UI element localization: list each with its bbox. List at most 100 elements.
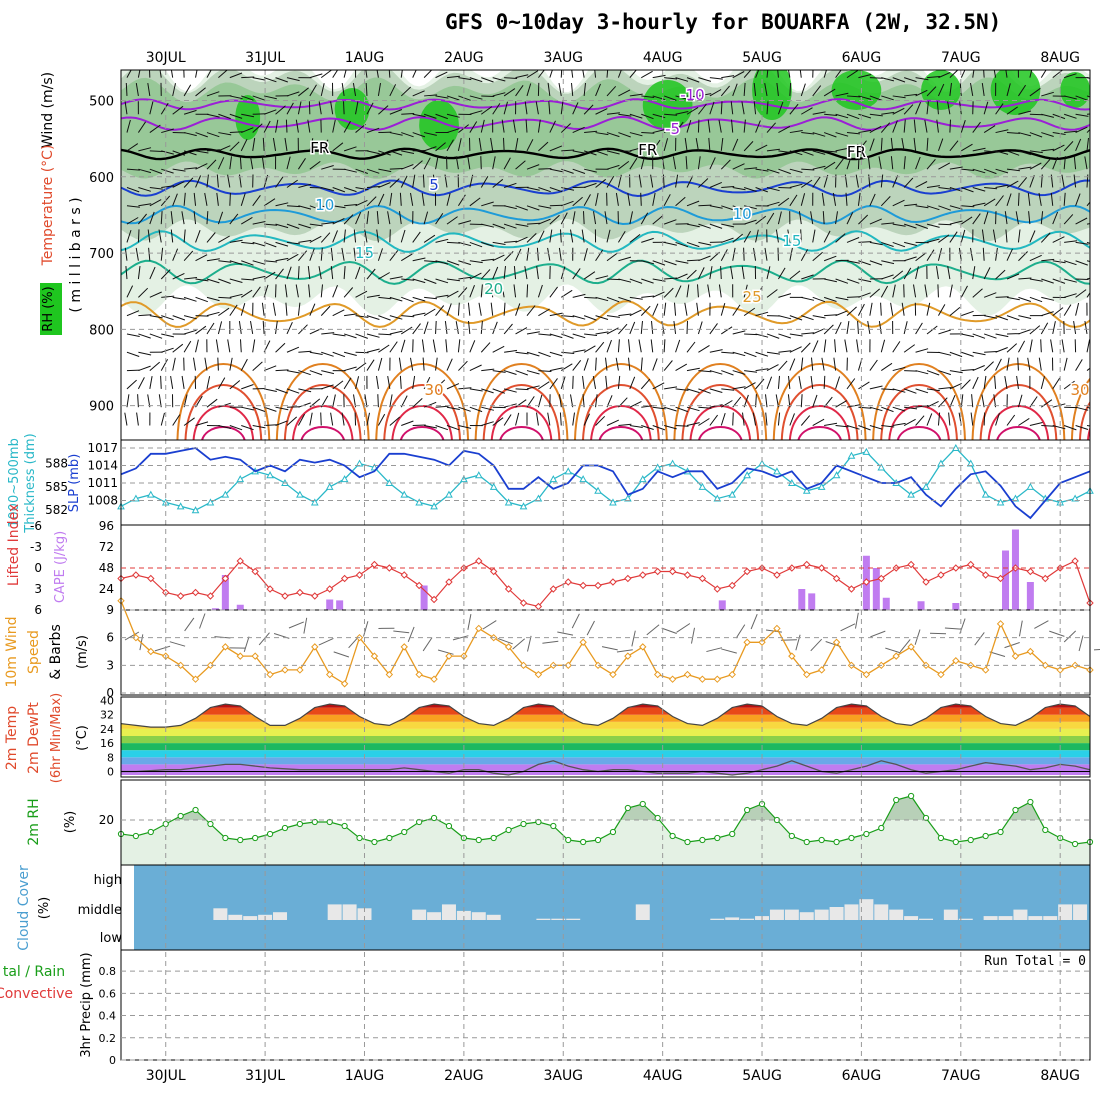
wind-barb (915, 102, 922, 115)
wind-barb (878, 156, 882, 170)
date-label-bottom: 4AUG (643, 1068, 683, 1084)
cape-bar (1026, 582, 1034, 610)
wind-barb (995, 184, 1009, 188)
wind10-barb (303, 617, 308, 634)
wind-barb (195, 70, 198, 78)
wind-barb (869, 260, 883, 266)
wind-barb (801, 315, 814, 321)
wind-barb (629, 278, 643, 284)
rh2m-point (147, 828, 154, 836)
wind-barb (1029, 70, 1033, 78)
thickness-point (474, 471, 483, 479)
wind-barb (743, 247, 745, 261)
wind-barb (503, 302, 506, 316)
wind-barb (778, 150, 792, 154)
cloud-bar (725, 917, 740, 920)
lifted-index-point (743, 567, 751, 576)
wind-barb (686, 269, 697, 280)
wind-barb (549, 286, 559, 298)
lifted-index-point (728, 581, 736, 590)
wind-barb (321, 370, 335, 375)
wind10-barb (422, 637, 433, 652)
wind10-speed-point (624, 652, 632, 660)
li-tick: -6 (30, 519, 42, 533)
wind-barb (993, 394, 997, 408)
wind-barb (492, 370, 506, 373)
wind10-speed-point (191, 675, 200, 683)
isotherm-label: 25 (743, 288, 762, 306)
wind-barb (1086, 137, 1089, 151)
wind-barb (721, 237, 734, 243)
wind-barb (789, 270, 801, 280)
wind-barb (126, 143, 139, 152)
wind-barb (892, 107, 905, 115)
wind-barb (801, 132, 815, 135)
wind-barb (229, 304, 238, 316)
wind-barb (881, 241, 894, 247)
thickness-tick: 588 (45, 457, 68, 471)
wind-barb (423, 401, 437, 408)
wind-barb (435, 142, 446, 152)
wind-barb (664, 277, 678, 280)
wind10-barb (1049, 630, 1065, 637)
wind-barb (926, 76, 941, 79)
wind-barb (401, 253, 413, 262)
wind-barb (126, 168, 140, 171)
wind-barb (161, 168, 174, 174)
wind-barb (252, 361, 263, 371)
wind-barb (549, 333, 563, 339)
li-tick: 0 (34, 561, 42, 575)
wind-barb (721, 388, 735, 391)
wind-barb (755, 378, 765, 390)
wind10-speed-point (862, 670, 871, 679)
thickness-tick: 582 (45, 503, 68, 517)
wind-barb (858, 292, 871, 298)
wind-barb (698, 223, 711, 229)
wind-barb (584, 168, 597, 173)
wind-barb (824, 113, 838, 116)
wind-barb (983, 375, 987, 389)
wind-barb (595, 249, 604, 261)
wind-barb (172, 414, 181, 426)
wind-barb (961, 205, 975, 208)
wind-barb (778, 350, 792, 353)
thickness-point (877, 463, 886, 471)
isotherm-line (121, 179, 1090, 198)
wind-barb (262, 320, 265, 334)
wind-barb (478, 137, 482, 151)
wind10-speed-point (296, 666, 304, 674)
rh2m-point (609, 828, 617, 836)
wind10-speed-point (176, 661, 185, 670)
wind-barb (1086, 277, 1090, 280)
wind-barb (126, 229, 132, 243)
wind-barb (675, 77, 689, 82)
rh2m-point (281, 824, 289, 832)
wind-barb (1029, 422, 1043, 426)
wind-barb (1061, 174, 1065, 188)
wind-barb (195, 163, 208, 170)
wind-barb (515, 370, 528, 376)
wind10-speed-point (743, 638, 751, 646)
date-label-bottom: 5AUG (742, 1068, 782, 1084)
wind-barb (561, 149, 575, 152)
rh-high-patch (831, 70, 882, 110)
wind-barb (904, 93, 918, 97)
wind-barb (926, 137, 929, 151)
wind-barb (1006, 168, 1020, 172)
rh2m-point (684, 838, 691, 846)
wind-barb (206, 278, 220, 284)
temperature-line (121, 703, 1090, 728)
wind-barb (606, 339, 612, 353)
wind-barb (241, 384, 254, 390)
wind-barb (1006, 150, 1020, 156)
cloud-bar (904, 916, 919, 920)
wind10-speed-point (683, 670, 692, 679)
wind10-barb (601, 646, 618, 651)
wind-barb (435, 156, 439, 170)
wind-barb (320, 247, 323, 261)
precip-tick: 0 (109, 1054, 116, 1067)
wind-barb (961, 351, 974, 357)
wind-barb (272, 302, 277, 316)
wind-barb (515, 412, 520, 426)
